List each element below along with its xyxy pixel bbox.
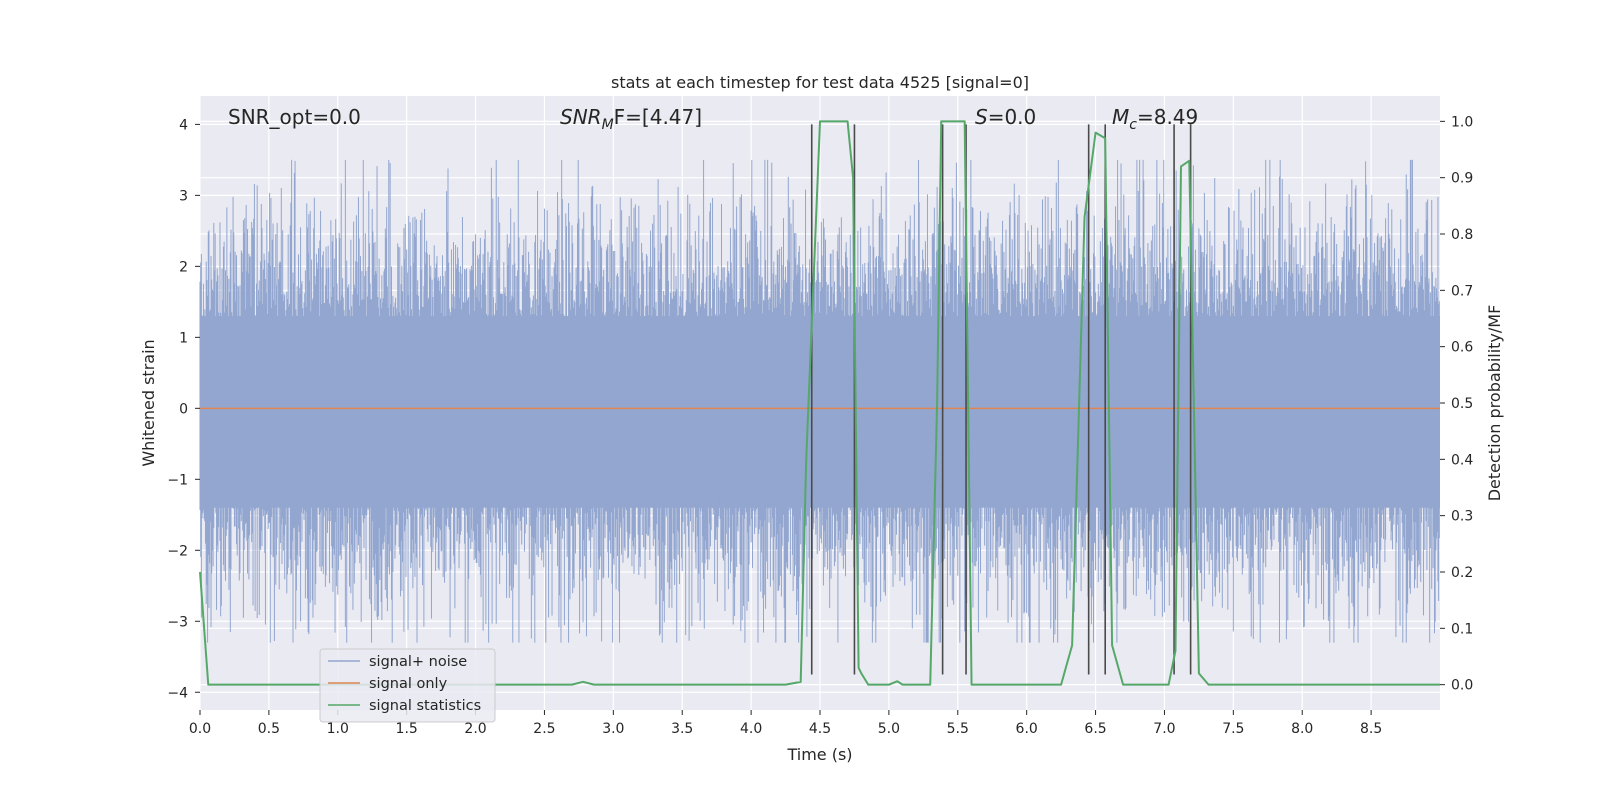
- annotation-s-rest: =0.0: [988, 105, 1037, 129]
- annotation-mc: Mc=8.49: [1112, 105, 1198, 133]
- annotation-snr-opt: SNR_opt=0.0: [228, 105, 361, 129]
- y-right-tick-label: 0.9: [1451, 171, 1473, 187]
- x-tick-label: 7.0: [1153, 721, 1175, 737]
- chart-title: stats at each timestep for test data 452…: [611, 73, 1029, 92]
- x-tick-label: 3.5: [671, 721, 693, 737]
- noise-trace: [199, 159, 1440, 643]
- annotation-snr-mf-main: SNR: [560, 105, 602, 129]
- ticks: 0.0 0.5 1.0 1.5 2.0 2.5 3.0 3.5 4.0 4.5 5.0 5.5 6.0 6…: [167, 114, 1473, 737]
- legend-label-signal-statistics: signal statistics: [369, 698, 481, 714]
- x-tick-label: 8.0: [1291, 721, 1313, 737]
- y-tick-label: 0: [179, 401, 188, 417]
- x-tick-label: 7.5: [1222, 721, 1244, 737]
- y-right-tick-label: 0.2: [1451, 565, 1473, 581]
- annotation-snr-mf: SNRMF=[4.47]: [560, 105, 702, 133]
- annotation-mc-rest: =8.49: [1137, 105, 1198, 129]
- x-tick-label: 4.5: [809, 721, 831, 737]
- y-right-tick-label: 1.0: [1451, 114, 1473, 130]
- annotation-snr-mf-rest: F=[4.47]: [614, 105, 702, 129]
- x-tick-label: 0.0: [189, 721, 211, 737]
- y-right-tick-label: 0.3: [1451, 509, 1473, 525]
- x-tick-label: 2.0: [464, 721, 486, 737]
- y-tick-label: 2: [179, 259, 188, 275]
- x-tick-label: 0.5: [258, 721, 280, 737]
- signal-statistics-line: [199, 120, 1440, 686]
- annotation-snr-mf-sub: M: [602, 117, 614, 133]
- y-right-tick-label: 0.0: [1451, 678, 1473, 694]
- signal-noise-series: [199, 159, 1440, 643]
- y-tick-label: −3: [167, 614, 188, 630]
- legend: signal+ noise signal only signal statist…: [319, 648, 496, 723]
- y-right-tick-label: 0.7: [1451, 283, 1473, 299]
- y-right-tick-label: 0.4: [1451, 452, 1473, 468]
- x-tick-label: 6.5: [1084, 721, 1106, 737]
- x-tick-label: 1.5: [396, 721, 418, 737]
- y-right-tick-label: 0.8: [1451, 227, 1473, 243]
- legend-label-signal-noise: signal+ noise: [369, 654, 467, 670]
- y-right-tick-label: 0.6: [1451, 340, 1473, 356]
- y-tick-label: 3: [179, 188, 188, 204]
- x-tick-label: 2.5: [533, 721, 555, 737]
- x-tick-label: 6.0: [1016, 721, 1038, 737]
- x-tick-label: 8.5: [1360, 721, 1382, 737]
- annotation-mc-sub: c: [1129, 117, 1137, 133]
- legend-label-signal-only: signal only: [369, 676, 448, 692]
- y-tick-label: −2: [167, 543, 188, 559]
- annotation-s: S=0.0: [975, 105, 1036, 129]
- x-tick-label: 1.0: [327, 721, 349, 737]
- x-tick-label: 4.0: [740, 721, 762, 737]
- x-axis-title: Time (s): [786, 745, 852, 764]
- y-tick-label: 1: [179, 330, 188, 346]
- y-right-tick-label: 0.1: [1451, 621, 1473, 637]
- signal-statistics-series: [199, 120, 1440, 686]
- y-tick-label: 4: [179, 117, 188, 133]
- x-tick-label: 3.0: [602, 721, 624, 737]
- annotation-s-main: S: [975, 105, 988, 129]
- y-axis-title: Whitened strain: [139, 339, 158, 466]
- x-tick-label: 5.0: [878, 721, 900, 737]
- y-tick-label: −1: [167, 472, 188, 488]
- legend-box: [319, 648, 496, 723]
- annotation-mc-main: M: [1112, 105, 1129, 129]
- y-tick-label: −4: [167, 685, 188, 701]
- y-axis-right-title: Detection probability/MF: [1485, 305, 1504, 502]
- x-tick-label: 5.5: [947, 721, 969, 737]
- y-right-tick-label: 0.5: [1451, 396, 1473, 412]
